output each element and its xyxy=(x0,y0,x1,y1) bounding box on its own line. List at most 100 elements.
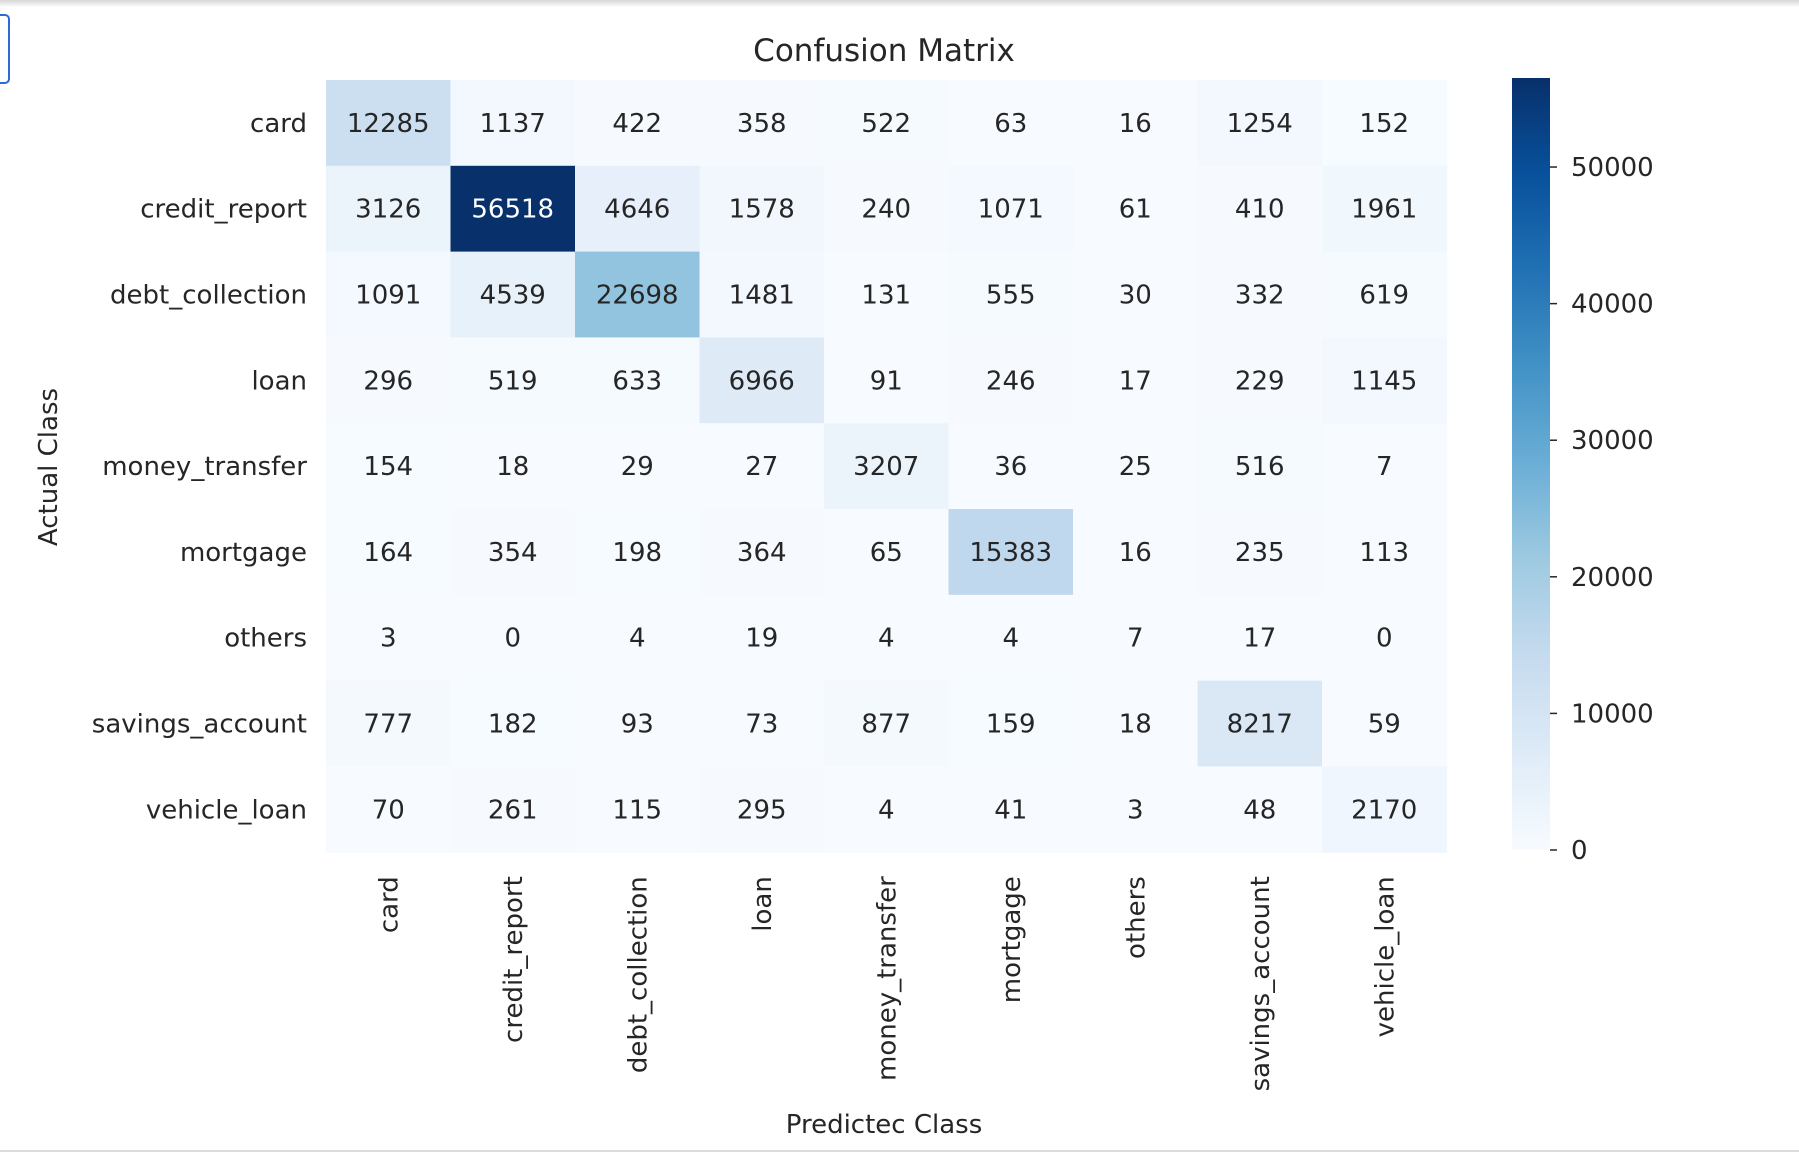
heatmap-cell xyxy=(948,509,1074,596)
cell-value-label: 235 xyxy=(1235,538,1285,568)
cell-value-label: 59 xyxy=(1368,710,1401,740)
cell-value-label: 4 xyxy=(878,795,895,825)
cell-value-label: 61 xyxy=(1119,195,1152,225)
heatmap-cell xyxy=(1197,594,1323,682)
y-tick-label: credit_report xyxy=(140,195,307,225)
heatmap-cell xyxy=(824,680,950,767)
cell-value-label: 4646 xyxy=(604,195,670,225)
heatmap-cell xyxy=(1322,337,1448,424)
x-tick-label: savings_account xyxy=(1246,876,1276,1091)
heatmap-cell xyxy=(1197,80,1323,167)
heatmap-cell xyxy=(450,680,576,767)
cell-value-label: 41 xyxy=(994,795,1027,825)
heatmap-cell xyxy=(575,594,701,682)
heatmap-cell xyxy=(824,766,950,853)
cell-value-label: 18 xyxy=(1119,710,1152,740)
cell-value-label: 296 xyxy=(363,366,413,396)
x-tick-label: loan xyxy=(748,876,778,932)
cell-value-label: 93 xyxy=(621,710,654,740)
heatmap-cell xyxy=(1322,165,1448,253)
cell-value-label: 555 xyxy=(986,281,1036,311)
heatmap-cell xyxy=(948,251,1074,338)
cell-value-label: 29 xyxy=(621,452,654,482)
heatmap-cell xyxy=(824,509,950,596)
cell-value-label: 27 xyxy=(745,452,778,482)
cell-value-label: 410 xyxy=(1235,195,1285,225)
heatmap-cell xyxy=(1073,251,1199,338)
cell-value-label: 2170 xyxy=(1351,795,1417,825)
heatmap-cell xyxy=(1322,680,1448,767)
y-tick-label: savings_account xyxy=(92,710,307,740)
cell-value-label: 113 xyxy=(1359,538,1409,568)
cell-value-label: 240 xyxy=(861,195,911,225)
heatmap-cell xyxy=(1197,680,1323,767)
cell-value-label: 4 xyxy=(629,624,646,654)
cell-value-label: 6966 xyxy=(729,366,795,396)
cell-value-label: 1137 xyxy=(480,109,546,139)
cell-value-label: 154 xyxy=(363,452,413,482)
y-axis-label: Actual Class xyxy=(34,388,64,546)
y-tick-label: card xyxy=(250,109,307,139)
heatmap-cell xyxy=(575,80,701,167)
heatmap-cell xyxy=(699,594,825,682)
x-tick-label: card xyxy=(374,876,404,933)
heatmap-cell xyxy=(575,337,701,424)
heatmap-cell xyxy=(450,594,576,682)
cell-value-label: 777 xyxy=(363,710,413,740)
heatmap-cell xyxy=(450,337,576,424)
cell-value-label: 0 xyxy=(1376,624,1393,654)
heatmap-cell xyxy=(1073,423,1199,510)
x-axis-label: Predictec Class xyxy=(786,1110,983,1140)
x-tick-label: money_transfer xyxy=(872,876,902,1081)
heatmap-cell xyxy=(1197,337,1323,424)
y-tick-label: others xyxy=(224,624,307,654)
cell-value-label: 18 xyxy=(496,452,529,482)
heatmap-cell xyxy=(575,251,701,338)
heatmap-cell xyxy=(575,509,701,596)
heatmap-cell xyxy=(450,251,576,338)
cell-value-label: 30 xyxy=(1119,281,1152,311)
colorbar-tick-label: 0 xyxy=(1571,836,1588,866)
x-tick-label: vehicle_loan xyxy=(1370,876,1400,1037)
cell-value-label: 522 xyxy=(861,109,911,139)
heatmap-cell xyxy=(1322,423,1448,510)
heatmap-cell xyxy=(1073,594,1199,682)
cell-value-label: 73 xyxy=(745,710,778,740)
cell-value-label: 7 xyxy=(1376,452,1393,482)
colorbar-tick-label: 50000 xyxy=(1571,153,1654,183)
cell-focus-indicator[interactable] xyxy=(0,14,10,84)
colorbar-tick-label: 40000 xyxy=(1571,290,1654,320)
cell-value-label: 4 xyxy=(1002,624,1019,654)
window-bottom-border xyxy=(0,1150,1799,1152)
cell-value-label: 4 xyxy=(878,624,895,654)
colorbar-tick-label: 10000 xyxy=(1571,699,1654,729)
cell-value-label: 8217 xyxy=(1227,710,1293,740)
x-tick-label: debt_collection xyxy=(623,876,653,1073)
heatmap-cell xyxy=(1073,680,1199,767)
x-tick-labels: card credit_report debt_collection loan mone… xyxy=(374,876,1400,1092)
heatmap-cell xyxy=(450,165,576,253)
heatmap-cell xyxy=(1322,766,1448,853)
y-tick-label: debt_collection xyxy=(110,281,307,311)
heatmap-cell xyxy=(575,423,701,510)
heatmap-cell xyxy=(1197,165,1323,253)
cell-value-label: 354 xyxy=(488,538,538,568)
heatmap-cell xyxy=(575,680,701,767)
colorbar-ticks: 0 10000 20000 30000 40000 50000 xyxy=(1550,153,1654,866)
chart-title: Confusion Matrix xyxy=(753,33,1015,69)
heatmap-cell xyxy=(326,423,452,510)
x-tick-label: credit_report xyxy=(499,876,529,1043)
cell-value-label: 229 xyxy=(1235,366,1285,396)
cell-value-label: 70 xyxy=(372,795,405,825)
y-tick-label: mortgage xyxy=(180,538,307,568)
y-tick-label: loan xyxy=(251,366,307,396)
cell-value-label: 332 xyxy=(1235,281,1285,311)
heatmap-cell xyxy=(699,509,825,596)
cell-value-label: 3 xyxy=(1127,795,1144,825)
heatmap-cell xyxy=(1073,337,1199,424)
cell-value-label: 3207 xyxy=(853,452,919,482)
cell-value-label: 519 xyxy=(488,366,538,396)
cell-value-label: 1145 xyxy=(1351,366,1417,396)
heatmap-cell xyxy=(1197,423,1323,510)
